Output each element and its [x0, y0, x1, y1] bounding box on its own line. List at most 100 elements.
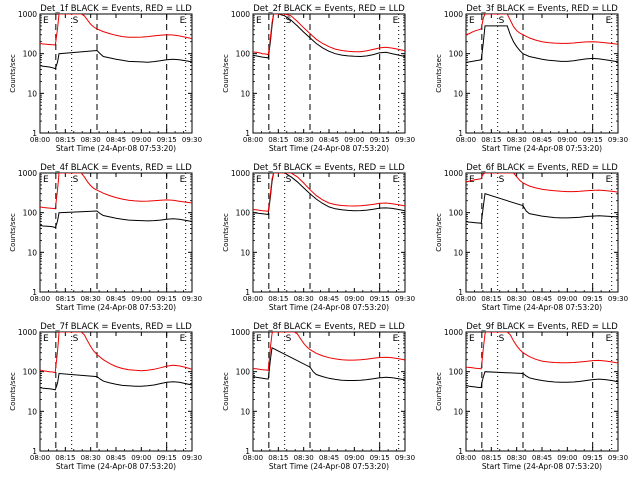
x-axis-label: Start Time (24-Apr-08 07:53:20) [56, 303, 176, 312]
detector-panel: Det_5f BLACK = Events, RED = LLD 1 10 100 10… [222, 163, 415, 312]
y-tick-label: 10 [453, 248, 463, 257]
x-tick-label: 09:15 [583, 454, 603, 462]
events-series-line [40, 49, 192, 70]
lld-series-line [466, 173, 618, 193]
x-tick-label: 08:00 [30, 136, 50, 144]
x-axis-label: Start Time (24-Apr-08 07:53:20) [56, 462, 176, 471]
y-tick-label: 1000 [18, 328, 37, 337]
y-tick-label: 1 [245, 288, 250, 297]
marker-s: S [73, 334, 79, 344]
x-tick-label: 08:00 [456, 454, 476, 462]
y-tick-label: 10 [27, 407, 37, 416]
lld-series-line [253, 332, 405, 371]
y-tick-label: 100 [236, 209, 251, 218]
marker-e-left: E [469, 334, 475, 344]
y-tick-label: 1 [32, 447, 37, 456]
x-tick-label: 08:45 [319, 136, 339, 144]
x-tick-label: 09:00 [344, 136, 364, 144]
x-tick-label: 08:45 [106, 454, 126, 462]
x-tick-label: 08:30 [507, 136, 527, 144]
x-tick-label: 08:00 [243, 295, 263, 303]
marker-e-left: E [256, 334, 262, 344]
x-tick-label: 09:00 [557, 454, 577, 462]
x-tick-label: 09:15 [583, 136, 603, 144]
y-axis-label: Counts/sec [9, 372, 17, 411]
x-tick-label: 09:30 [182, 454, 202, 462]
marker-e-right: E [393, 16, 399, 26]
marker-e-right: E [606, 334, 612, 344]
y-tick-label: 100 [23, 209, 38, 218]
events-series-line [466, 25, 618, 63]
panel-title: Det_9f BLACK = Events, RED = LLD [466, 322, 618, 332]
panel-title: Det_5f BLACK = Events, RED = LLD [253, 163, 405, 173]
y-tick-label: 1000 [444, 328, 463, 337]
y-tick-label: 1 [245, 129, 250, 138]
y-tick-label: 1000 [444, 10, 463, 19]
x-tick-label: 08:15 [55, 136, 75, 144]
marker-s: S [286, 175, 292, 185]
x-tick-label: 08:15 [481, 136, 501, 144]
y-tick-label: 100 [23, 368, 38, 377]
y-axis-label: Counts/sec [435, 54, 443, 93]
x-tick-label: 08:45 [532, 136, 552, 144]
y-axis-label: Counts/sec [222, 213, 230, 252]
x-tick-label: 09:30 [395, 136, 415, 144]
y-tick-label: 1 [32, 288, 37, 297]
x-tick-label: 09:15 [157, 295, 177, 303]
x-tick-label: 08:00 [243, 136, 263, 144]
x-axis-label: Start Time (24-Apr-08 07:53:20) [269, 462, 389, 471]
y-tick-label: 100 [236, 50, 251, 59]
x-tick-label: 09:00 [131, 136, 151, 144]
x-tick-label: 08:45 [532, 454, 552, 462]
y-tick-label: 100 [449, 209, 464, 218]
marker-e-left: E [43, 175, 49, 185]
marker-e-left: E [256, 16, 262, 26]
x-tick-label: 09:30 [182, 295, 202, 303]
y-axis-label: Counts/sec [435, 372, 443, 411]
x-tick-label: 09:00 [131, 454, 151, 462]
x-tick-label: 08:15 [55, 295, 75, 303]
x-tick-label: 08:45 [319, 454, 339, 462]
detector-panel: Det_2f BLACK = Events, RED = LLD 1 10 100 10… [222, 4, 415, 153]
marker-e-left: E [43, 16, 49, 26]
y-tick-label: 100 [449, 368, 464, 377]
x-tick-label: 08:30 [81, 295, 101, 303]
lld-series-line [253, 173, 405, 212]
events-series-line [253, 347, 405, 381]
detector-panel: Det_4f BLACK = Events, RED = LLD 1 10 100 10… [9, 163, 202, 312]
x-tick-label: 09:15 [370, 295, 390, 303]
events-series-line [40, 210, 192, 229]
x-tick-label: 08:30 [507, 295, 527, 303]
y-tick-label: 1 [458, 129, 463, 138]
y-tick-label: 10 [27, 89, 37, 98]
y-tick-label: 1 [32, 129, 37, 138]
x-tick-label: 08:00 [30, 295, 50, 303]
x-axis-label: Start Time (24-Apr-08 07:53:20) [482, 462, 602, 471]
marker-e-left: E [256, 175, 262, 185]
y-axis-label: Counts/sec [435, 213, 443, 252]
marker-e-right: E [393, 334, 399, 344]
marker-s: S [73, 175, 79, 185]
marker-s: S [499, 175, 505, 185]
panel-title: Det_8f BLACK = Events, RED = LLD [253, 322, 405, 332]
marker-e-left: E [469, 16, 475, 26]
marker-s: S [73, 16, 79, 26]
x-tick-label: 09:00 [131, 295, 151, 303]
x-tick-label: 08:45 [106, 136, 126, 144]
y-tick-label: 1 [458, 288, 463, 297]
y-tick-label: 10 [240, 89, 250, 98]
x-tick-label: 08:30 [294, 295, 314, 303]
x-tick-label: 08:00 [243, 454, 263, 462]
x-tick-label: 09:30 [395, 454, 415, 462]
y-tick-label: 1000 [18, 10, 37, 19]
x-tick-label: 08:15 [481, 454, 501, 462]
panel-title: Det_6f BLACK = Events, RED = LLD [466, 163, 618, 173]
x-tick-label: 09:30 [608, 454, 628, 462]
x-tick-label: 08:45 [532, 295, 552, 303]
y-tick-label: 100 [23, 50, 38, 59]
x-tick-label: 08:15 [481, 295, 501, 303]
x-tick-label: 08:15 [268, 295, 288, 303]
events-series-line [253, 14, 405, 59]
y-tick-label: 1000 [231, 328, 250, 337]
y-tick-label: 1000 [231, 169, 250, 178]
